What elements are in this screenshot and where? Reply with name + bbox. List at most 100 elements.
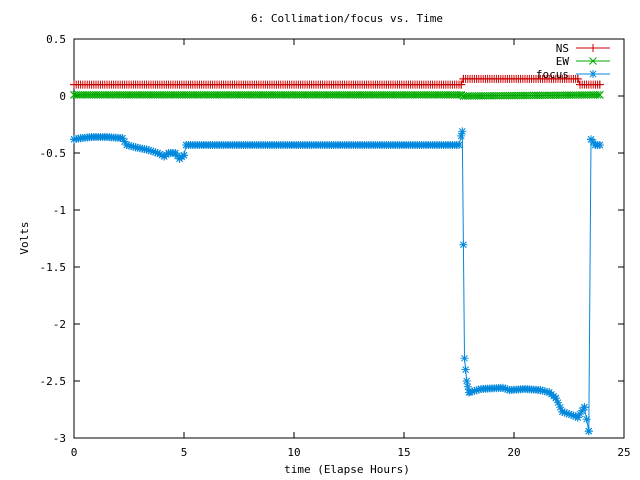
series-markers-ew [70,91,604,100]
x-axis-label: time (Elapse Hours) [284,463,410,476]
marker-stroke [77,134,84,142]
marker-stroke [70,135,78,143]
x-tick-label: 10 [287,446,300,459]
marker-stroke [462,366,469,373]
data-point-focus [558,407,567,416]
data-point-ew [595,91,604,99]
marker-stroke [593,91,602,99]
data-point-ew [70,91,78,99]
marker-stroke [202,141,210,149]
data-point-focus [455,141,463,150]
marker-stroke [143,146,150,153]
legend-label-focus: focus [536,68,569,81]
marker-stroke [506,386,513,394]
data-point-focus [400,141,408,150]
marker-stroke [595,91,604,99]
legend-label-ns: NS [556,42,569,55]
x-tick-label: 15 [397,446,410,459]
marker-stroke [119,134,126,142]
legend-marker-ew [589,57,597,65]
marker-stroke [589,57,597,65]
marker-stroke [559,408,566,416]
y-tick-label: -1.5 [40,261,67,274]
marker-stroke [554,399,562,407]
data-point-focus [290,141,298,150]
data-point-focus [175,154,184,163]
data-point-ns [595,80,604,89]
plot-frame [73,38,625,439]
data-point-focus [118,134,127,143]
marker-stroke [165,149,172,157]
y-tick-label: 0.5 [46,33,66,46]
marker-stroke [176,155,183,163]
marker-stroke [458,127,466,135]
x-tick-label: 20 [507,446,520,459]
data-point-focus [103,133,111,142]
marker-stroke [556,403,564,411]
marker-stroke [545,389,553,396]
marker-stroke [587,135,595,143]
data-point-ew [457,91,466,99]
marker-stroke [552,394,560,402]
data-point-ew [459,92,468,100]
data-point-ns [70,80,78,89]
chart-title: 6: Collimation/focus vs. Time [251,12,443,25]
data-point-focus [171,149,180,157]
data-point-focus [587,135,595,144]
marker-stroke [463,377,471,385]
y-axis-label: Volts [18,221,31,254]
data-point-ns [576,80,584,89]
data-point-ns [457,80,466,89]
data-point-focus [573,413,582,422]
marker-stroke [400,141,408,149]
marker-stroke [574,414,582,421]
marker-stroke [459,92,468,100]
marker-stroke [589,70,597,78]
y-tick-label: -2 [53,318,66,331]
marker-stroke [160,153,168,160]
data-point-focus [459,240,468,249]
data-point-ew [593,91,602,99]
data-point-focus [499,383,507,392]
marker-stroke [103,133,111,141]
marker-stroke [581,403,588,411]
ticks-layer: 0 5 10 15 20 25 0.5 0 -0.5 -1 -1.5 -2 -2.5 -3 [40,33,631,459]
marker-stroke [455,91,463,99]
data-point-focus [87,133,96,142]
data-point-focus [153,149,162,157]
data-point-focus [70,135,78,144]
y-tick-label: -2.5 [40,375,67,388]
marker-stroke [521,385,529,393]
data-point-focus [76,134,85,143]
marker-stroke [123,141,131,149]
marker-stroke [154,149,161,157]
data-point-focus [584,427,593,436]
data-point-focus [202,141,210,150]
data-point-focus [580,403,589,412]
marker-stroke [182,141,190,149]
marker-stroke [88,133,95,141]
marker-stroke [455,141,463,149]
data-point-focus [131,143,140,152]
marker-stroke [460,241,467,249]
marker-stroke [585,427,593,435]
y-tick-label: -1 [53,204,66,217]
data-point-focus [582,415,591,424]
data-point-focus [182,141,191,150]
marker-stroke [121,138,128,145]
data-point-focus [536,386,545,395]
series-markers-ns [70,74,604,89]
data-point-focus [565,410,573,419]
y-tick-label: -3 [53,432,66,445]
y-tick-label: 0 [59,90,66,103]
data-point-focus [595,141,604,150]
marker-stroke [70,91,78,99]
data-point-focus [505,386,514,395]
marker-stroke [499,384,507,392]
marker-stroke [583,415,590,423]
data-point-focus [461,365,470,374]
marker-stroke [565,410,573,418]
data-point-focus [142,145,151,154]
